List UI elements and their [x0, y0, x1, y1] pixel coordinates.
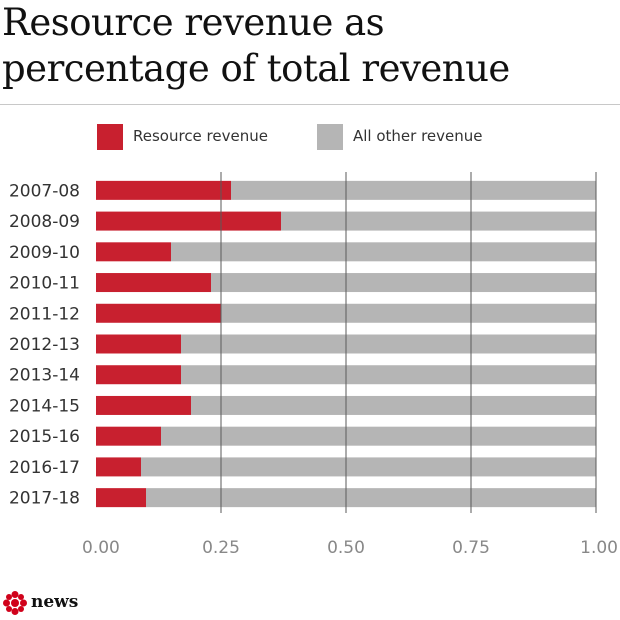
x-tick-label-0.75: 0.75: [452, 538, 490, 558]
bar-other-2017-18: [146, 488, 596, 508]
bar-other-2012-13: [181, 334, 596, 354]
y-tick-label-2011-12: 2011-12: [9, 304, 80, 324]
bar-other-2007-08: [231, 180, 596, 200]
chart-title-line-2: percentage of total revenue: [2, 47, 510, 90]
bar-resource-2008-09: [96, 211, 281, 231]
bar-resource-2009-10: [96, 242, 171, 262]
y-tick-label-2017-18: 2017-18: [9, 489, 80, 509]
chart-title-line-1: Resource revenue as: [2, 1, 385, 44]
legend-swatch-resource-revenue: [97, 124, 123, 150]
bar-resource-2013-14: [96, 365, 181, 385]
y-tick-label-2015-16: 2015-16: [9, 427, 80, 447]
bar-resource-2011-12: [96, 303, 221, 323]
x-tick-label-1.00: 1.00: [580, 538, 618, 558]
y-tick-label-2012-13: 2012-13: [9, 335, 80, 355]
y-tick-label-2010-11: 2010-11: [9, 274, 80, 294]
bar-other-2008-09: [281, 211, 596, 231]
bar-resource-2017-18: [96, 488, 146, 508]
bar-resource-2015-16: [96, 426, 161, 446]
bar-resource-2007-08: [96, 180, 231, 200]
bar-resource-2014-15: [96, 395, 191, 415]
cbc-gem-icon: [3, 591, 27, 615]
y-tick-label-2013-14: 2013-14: [9, 366, 80, 386]
bar-other-2015-16: [161, 426, 596, 446]
cbc-news-logo: news: [2, 590, 92, 616]
y-tick-label-2014-15: 2014-15: [9, 396, 80, 416]
y-tick-label-2008-09: 2008-09: [9, 212, 80, 232]
legend-label-resource-revenue: Resource revenue: [133, 127, 268, 145]
y-tick-label-2009-10: 2009-10: [9, 243, 80, 263]
x-tick-label-0.50: 0.50: [327, 538, 365, 558]
bar-other-2013-14: [181, 365, 596, 385]
bar-other-2009-10: [171, 242, 596, 262]
bar-resource-2016-17: [96, 457, 141, 477]
bar-other-2011-12: [221, 303, 596, 323]
x-tick-label-0.00: 0.00: [82, 538, 120, 558]
bar-other-2014-15: [191, 395, 596, 415]
bar-other-2010-11: [211, 273, 596, 293]
y-tick-label-2016-17: 2016-17: [9, 458, 80, 478]
logo-wordmark: news: [31, 592, 79, 612]
title-divider: [0, 104, 620, 105]
legend-swatch-all-other-revenue: [317, 124, 343, 150]
legend-label-all-other-revenue: All other revenue: [353, 127, 483, 145]
chart-title: Resource revenue as percentage of total …: [2, 0, 612, 92]
bar-resource-2010-11: [96, 273, 211, 293]
bar-other-2016-17: [141, 457, 596, 477]
y-tick-label-2007-08: 2007-08: [9, 181, 80, 201]
x-tick-label-0.25: 0.25: [202, 538, 240, 558]
stacked-bar-chart: 2007-08 2008-09 2009-10 2010-11 2011-12 2012-…: [9, 172, 618, 558]
bar-resource-2012-13: [96, 334, 181, 354]
